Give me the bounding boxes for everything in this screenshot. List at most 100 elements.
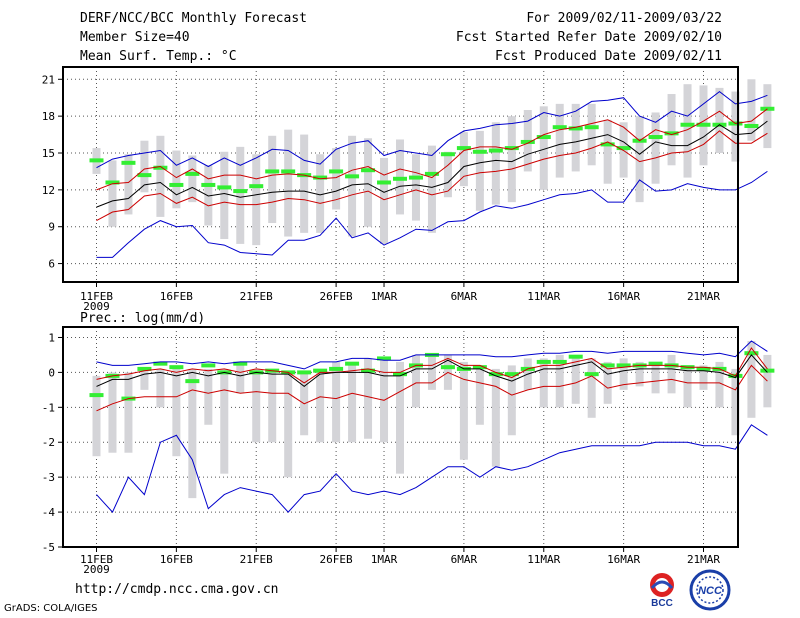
chart-panel-2: -5 -4 -3 -2 -1 0 1 11FEB 16FEB 21FEB 26FEB 1MAR 6MAR… — [42, 311, 775, 576]
x-tick-label: 21MAR — [687, 553, 720, 566]
median-marker — [345, 174, 360, 179]
y-tick-label: 0 — [48, 366, 55, 379]
median-marker — [233, 361, 248, 366]
median-marker — [680, 122, 695, 127]
x-tick-label: 26FEB — [320, 553, 353, 566]
median-marker — [424, 171, 439, 176]
median-marker — [600, 363, 615, 368]
box-bar — [731, 368, 740, 436]
median-marker — [520, 139, 535, 144]
box-bar — [539, 358, 548, 408]
box-bar — [172, 150, 181, 209]
box-bar — [364, 138, 373, 227]
grads-credit: GrADS: COLA/IGES — [4, 603, 98, 614]
member-size: Member Size=40 — [80, 30, 190, 45]
median-marker — [361, 368, 376, 373]
box-bar — [507, 365, 516, 436]
y-tick-label: -2 — [42, 436, 55, 449]
ncc-logo-text: NCC — [698, 585, 723, 597]
y-tick-label: 6 — [48, 258, 55, 271]
median-marker — [536, 359, 551, 364]
box-bar — [571, 354, 580, 404]
series-upper-line — [96, 347, 768, 384]
y-tick-label: -5 — [42, 541, 55, 554]
median-marker — [249, 184, 264, 189]
x-tick-label: 11FEB — [80, 553, 113, 566]
box-bar — [252, 368, 261, 443]
box-bar — [411, 154, 420, 221]
x-tick-label: 16FEB — [160, 553, 193, 566]
box-bar — [427, 354, 436, 390]
median-marker — [89, 393, 104, 398]
box-bar — [380, 157, 389, 244]
median-marker — [536, 135, 551, 140]
box-bar — [475, 130, 484, 211]
box-bar — [683, 84, 692, 178]
box-bar — [364, 358, 373, 439]
x-tick-label: 16MAR — [607, 553, 640, 566]
precip-chart-title: Prec.: log(mm/d) — [80, 311, 205, 326]
y-tick-label: -4 — [42, 506, 56, 519]
median-marker — [217, 185, 232, 190]
source-url[interactable]: http://cmdp.ncc.cma.gov.cn — [75, 582, 279, 597]
median-marker — [153, 361, 168, 366]
median-marker — [233, 189, 248, 194]
chart-title: DERF/NCC/BCC Monthly Forecast — [80, 11, 307, 26]
box-bar — [348, 361, 357, 443]
median-marker — [313, 368, 328, 373]
box-bar — [300, 134, 309, 233]
series-min-line — [96, 424, 768, 513]
box-bar — [140, 368, 149, 390]
box-bar — [651, 361, 660, 394]
median-marker — [440, 152, 455, 157]
median-marker — [185, 379, 200, 384]
forecast-period: For 2009/02/11-2009/03/22 — [526, 11, 722, 26]
plot-frame — [62, 66, 739, 283]
box-bar — [715, 87, 724, 153]
box-bar — [92, 375, 101, 457]
box-bar — [635, 361, 644, 387]
y-tick-label: 9 — [48, 221, 55, 234]
box-bar — [140, 140, 149, 193]
box-bar — [555, 103, 564, 178]
median-marker — [393, 372, 407, 377]
box-bar — [156, 368, 165, 408]
box-bar — [124, 154, 133, 215]
box-bar — [667, 94, 676, 166]
box-bar — [507, 116, 516, 203]
box-bar — [747, 340, 756, 418]
box-bar — [220, 368, 229, 474]
box-bar — [651, 112, 660, 184]
box-bar — [108, 160, 117, 227]
box-bar — [619, 358, 628, 390]
box-bar — [571, 103, 580, 172]
x-tick-label: 6MAR — [451, 553, 478, 566]
box-bar — [332, 148, 341, 210]
median-marker — [616, 146, 631, 151]
box-bar — [204, 368, 213, 425]
median-marker — [89, 158, 104, 163]
y-tick-label: 15 — [42, 147, 55, 160]
series-lower-line — [96, 130, 768, 222]
box-bar — [284, 372, 293, 478]
x-tick-label: 26FEB — [320, 290, 353, 303]
median-marker — [137, 366, 152, 371]
series-min-line — [96, 170, 768, 258]
bcc-logo: BCC — [650, 573, 674, 608]
box-bar — [396, 361, 404, 474]
median-marker — [504, 146, 519, 151]
box-bar — [268, 368, 277, 443]
x-year-label: 2009 — [83, 563, 110, 576]
box-bar — [603, 119, 612, 184]
median-marker — [169, 365, 184, 370]
median-marker — [393, 176, 407, 181]
median-marker — [696, 122, 711, 127]
box-bar — [731, 91, 740, 162]
median-marker — [345, 361, 360, 366]
box-bar — [763, 354, 772, 408]
box-bar — [715, 361, 724, 408]
chart-panel-1: 6 9 12 15 18 21 11FEB 16FEB 21FEB 26FEB 1MAR 6MAR 11… — [42, 66, 775, 313]
median-marker — [377, 180, 392, 185]
box-bar — [667, 354, 676, 394]
